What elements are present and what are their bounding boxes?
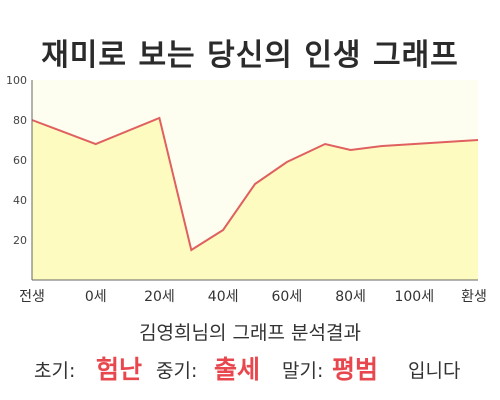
y-tick-labels: 20 40 60 80 100 xyxy=(6,74,27,247)
life-graph-chart: 20 40 60 80 100 전생 0세 20세 40세 60세 80세 100세 환생 xyxy=(6,74,487,305)
mid-life-value: 출세 xyxy=(214,355,261,384)
y-tick-label: 60 xyxy=(13,154,27,167)
y-tick-label: 80 xyxy=(13,114,27,127)
analysis-summary: 초기: 험난 중기: 출세 말기: 평범 입니다 xyxy=(0,348,500,384)
early-life-value: 험난 xyxy=(96,355,143,384)
y-tick-label: 20 xyxy=(13,234,27,247)
early-life-label: 초기: xyxy=(34,360,76,382)
x-tick-label: 환생 xyxy=(461,289,487,305)
page-title: 재미로 보는 당신의 인생 그래프 xyxy=(41,38,459,73)
life-area-fill xyxy=(32,118,478,280)
x-tick-label: 0세 xyxy=(85,289,107,305)
x-tick-labels: 전생 0세 20세 40세 60세 80세 100세 환생 xyxy=(19,289,487,305)
x-tick-label: 전생 xyxy=(19,289,45,305)
x-tick-label: 20세 xyxy=(144,289,175,305)
y-tick-label: 100 xyxy=(6,74,27,87)
x-tick-label: 40세 xyxy=(208,289,239,305)
late-life-value: 평범 xyxy=(332,355,379,384)
analysis-result-title: 김영희님의 그래프 분석결과 xyxy=(139,322,361,344)
x-tick-label: 80세 xyxy=(335,289,366,305)
x-tick-label: 60세 xyxy=(272,289,303,305)
y-tick-label: 40 xyxy=(13,194,27,207)
x-tick-label: 100세 xyxy=(394,289,434,305)
summary-ending: 입니다 xyxy=(408,360,461,382)
mid-life-label: 중기: xyxy=(156,360,198,382)
life-line xyxy=(31,116,479,252)
late-life-label: 말기: xyxy=(282,360,324,382)
